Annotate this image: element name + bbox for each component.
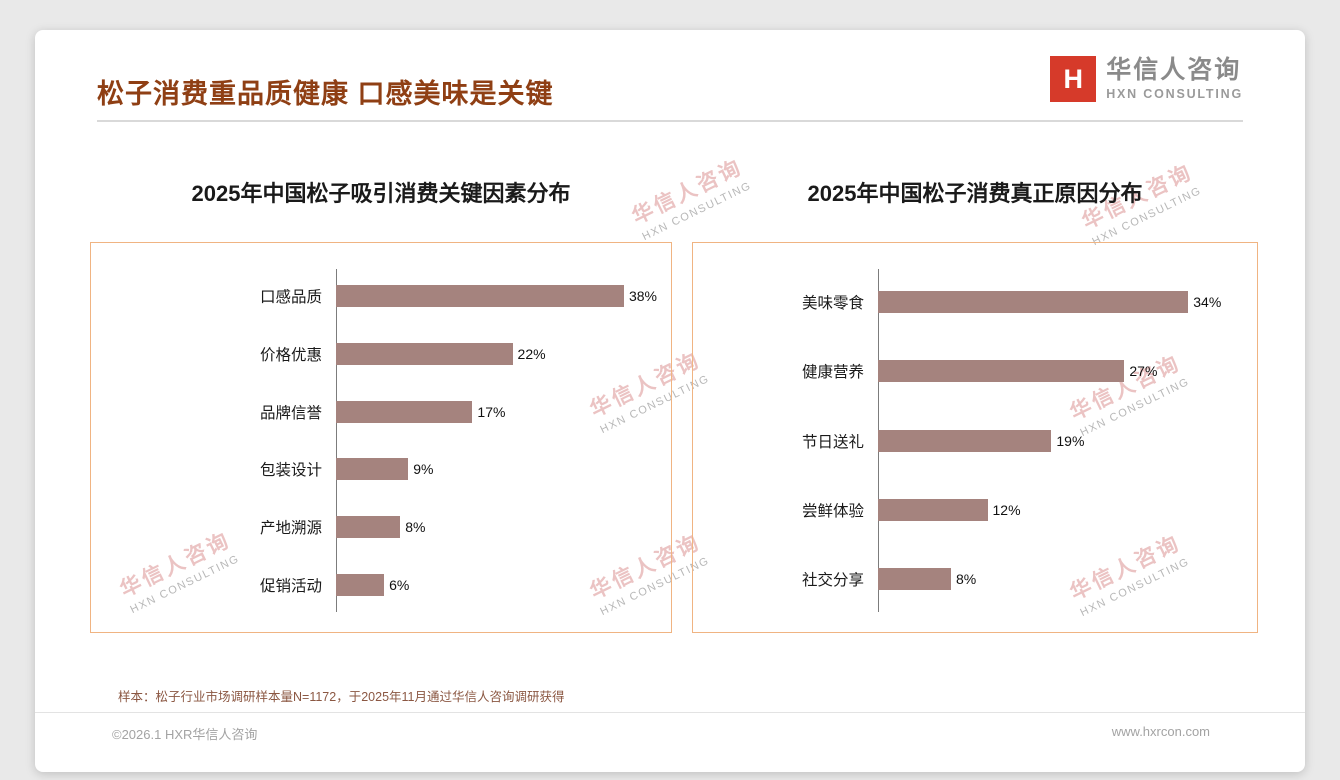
- bar-area: 12%: [878, 498, 1243, 521]
- bar-label: 美味零食: [801, 294, 864, 312]
- bar-label: 节日送礼: [801, 433, 864, 451]
- company-logo: H 华信人咨询 HXN CONSULTING: [1050, 56, 1243, 102]
- bar: [878, 568, 951, 591]
- bar-label: 尝鲜体验: [801, 502, 864, 520]
- bar-area: 34%: [878, 290, 1243, 313]
- bar-area: 9%: [336, 458, 657, 481]
- bar-row: 美味零食 34%: [693, 267, 1243, 336]
- bar-area: 22%: [336, 342, 657, 365]
- page-title: 松子消费重品质健康 口感美味是关键: [97, 79, 554, 109]
- bar-label: 价格优惠: [259, 346, 322, 364]
- bar-row: 尝鲜体验 12%: [693, 475, 1243, 544]
- bar-label: 品牌信誉: [259, 404, 322, 422]
- bar: [336, 574, 385, 597]
- bar-area: 19%: [878, 429, 1243, 452]
- bar-value: 12%: [992, 501, 1021, 518]
- bar: [878, 429, 1052, 452]
- bar-area: 17%: [336, 400, 657, 423]
- axis-line: [336, 269, 337, 612]
- bar-value: 8%: [405, 519, 426, 536]
- bar-row: 节日送礼 19%: [693, 406, 1243, 475]
- bar-value: 34%: [1193, 293, 1222, 310]
- bar-row: 社交分享 8%: [693, 545, 1243, 614]
- logo-name: 华信人咨询: [1106, 56, 1242, 85]
- bar-row: 促销活动 6%: [91, 556, 657, 614]
- bar-area: 27%: [878, 360, 1243, 383]
- sample-note: 样本：松子行业市场调研样本量N=1172，于2025年11月通过华信人咨询调研获…: [118, 690, 565, 704]
- bar-label: 促销活动: [259, 578, 322, 596]
- bar-row: 产地溯源 8%: [91, 498, 657, 556]
- bar: [336, 458, 409, 481]
- bar-chart-right: 美味零食 34% 健康营养 27% 节日送礼 19% 尝鲜体验 12% 社交分享 8%: [692, 242, 1258, 633]
- bar-chart-left: 口感品质 38% 价格优惠 22% 品牌信誉 17% 包装设计 9% 产地溯源 8% 促销活动 6%: [90, 242, 672, 633]
- bar-value: 22%: [517, 345, 546, 362]
- bar: [878, 290, 1189, 313]
- logo-icon: H: [1050, 56, 1097, 102]
- bar-area: 38%: [336, 284, 657, 307]
- bar-area: 6%: [336, 574, 657, 597]
- bar-row: 口感品质 38%: [91, 267, 657, 325]
- slide-card: 华信人咨询 HXN CONSULTING 华信人咨询 HXN CONSULTIN…: [35, 30, 1305, 772]
- bar-value: 27%: [1129, 363, 1158, 380]
- bar: [336, 400, 473, 423]
- bar: [336, 516, 401, 539]
- bar-area: 8%: [878, 568, 1243, 591]
- bar-label: 包装设计: [259, 462, 322, 480]
- bar-value: 9%: [413, 461, 434, 478]
- bar-label: 健康营养: [801, 364, 864, 382]
- chart-title-right: 2025年中国松子消费真正原因分布: [807, 181, 1143, 206]
- bar-rows: 口感品质 38% 价格优惠 22% 品牌信誉 17% 包装设计 9% 产地溯源 8% 促销活动 6%: [91, 243, 671, 632]
- bar-row: 包装设计 9%: [91, 440, 657, 498]
- bar: [336, 284, 624, 307]
- logo-text: 华信人咨询 HXN CONSULTING: [1106, 57, 1243, 101]
- bar-value: 8%: [956, 571, 977, 588]
- title-divider: [97, 120, 1243, 122]
- bar-label: 口感品质: [259, 288, 322, 306]
- bar-label: 社交分享: [801, 572, 864, 590]
- bar-value: 38%: [628, 287, 657, 304]
- bar-row: 品牌信誉 17%: [91, 383, 657, 441]
- bar-value: 19%: [1056, 432, 1085, 449]
- bar: [878, 360, 1125, 383]
- chart-title-left: 2025年中国松子吸引消费关键因素分布: [191, 181, 571, 206]
- bar-label: 产地溯源: [259, 520, 322, 538]
- bar-rows: 美味零食 34% 健康营养 27% 节日送礼 19% 尝鲜体验 12% 社交分享 8%: [693, 243, 1257, 632]
- bar-value: 17%: [477, 403, 506, 420]
- bar: [878, 498, 988, 521]
- bar-row: 健康营养 27%: [693, 336, 1243, 405]
- bar-value: 6%: [389, 577, 410, 594]
- logo-subtitle: HXN CONSULTING: [1106, 86, 1243, 101]
- bar-area: 8%: [336, 516, 657, 539]
- website-text: www.hxrcon.com: [1111, 724, 1210, 739]
- bar: [336, 342, 513, 365]
- copyright-text: ©2026.1 HXR华信人咨询: [112, 727, 258, 742]
- footer-divider: [35, 712, 1305, 713]
- bar-row: 价格优惠 22%: [91, 325, 657, 383]
